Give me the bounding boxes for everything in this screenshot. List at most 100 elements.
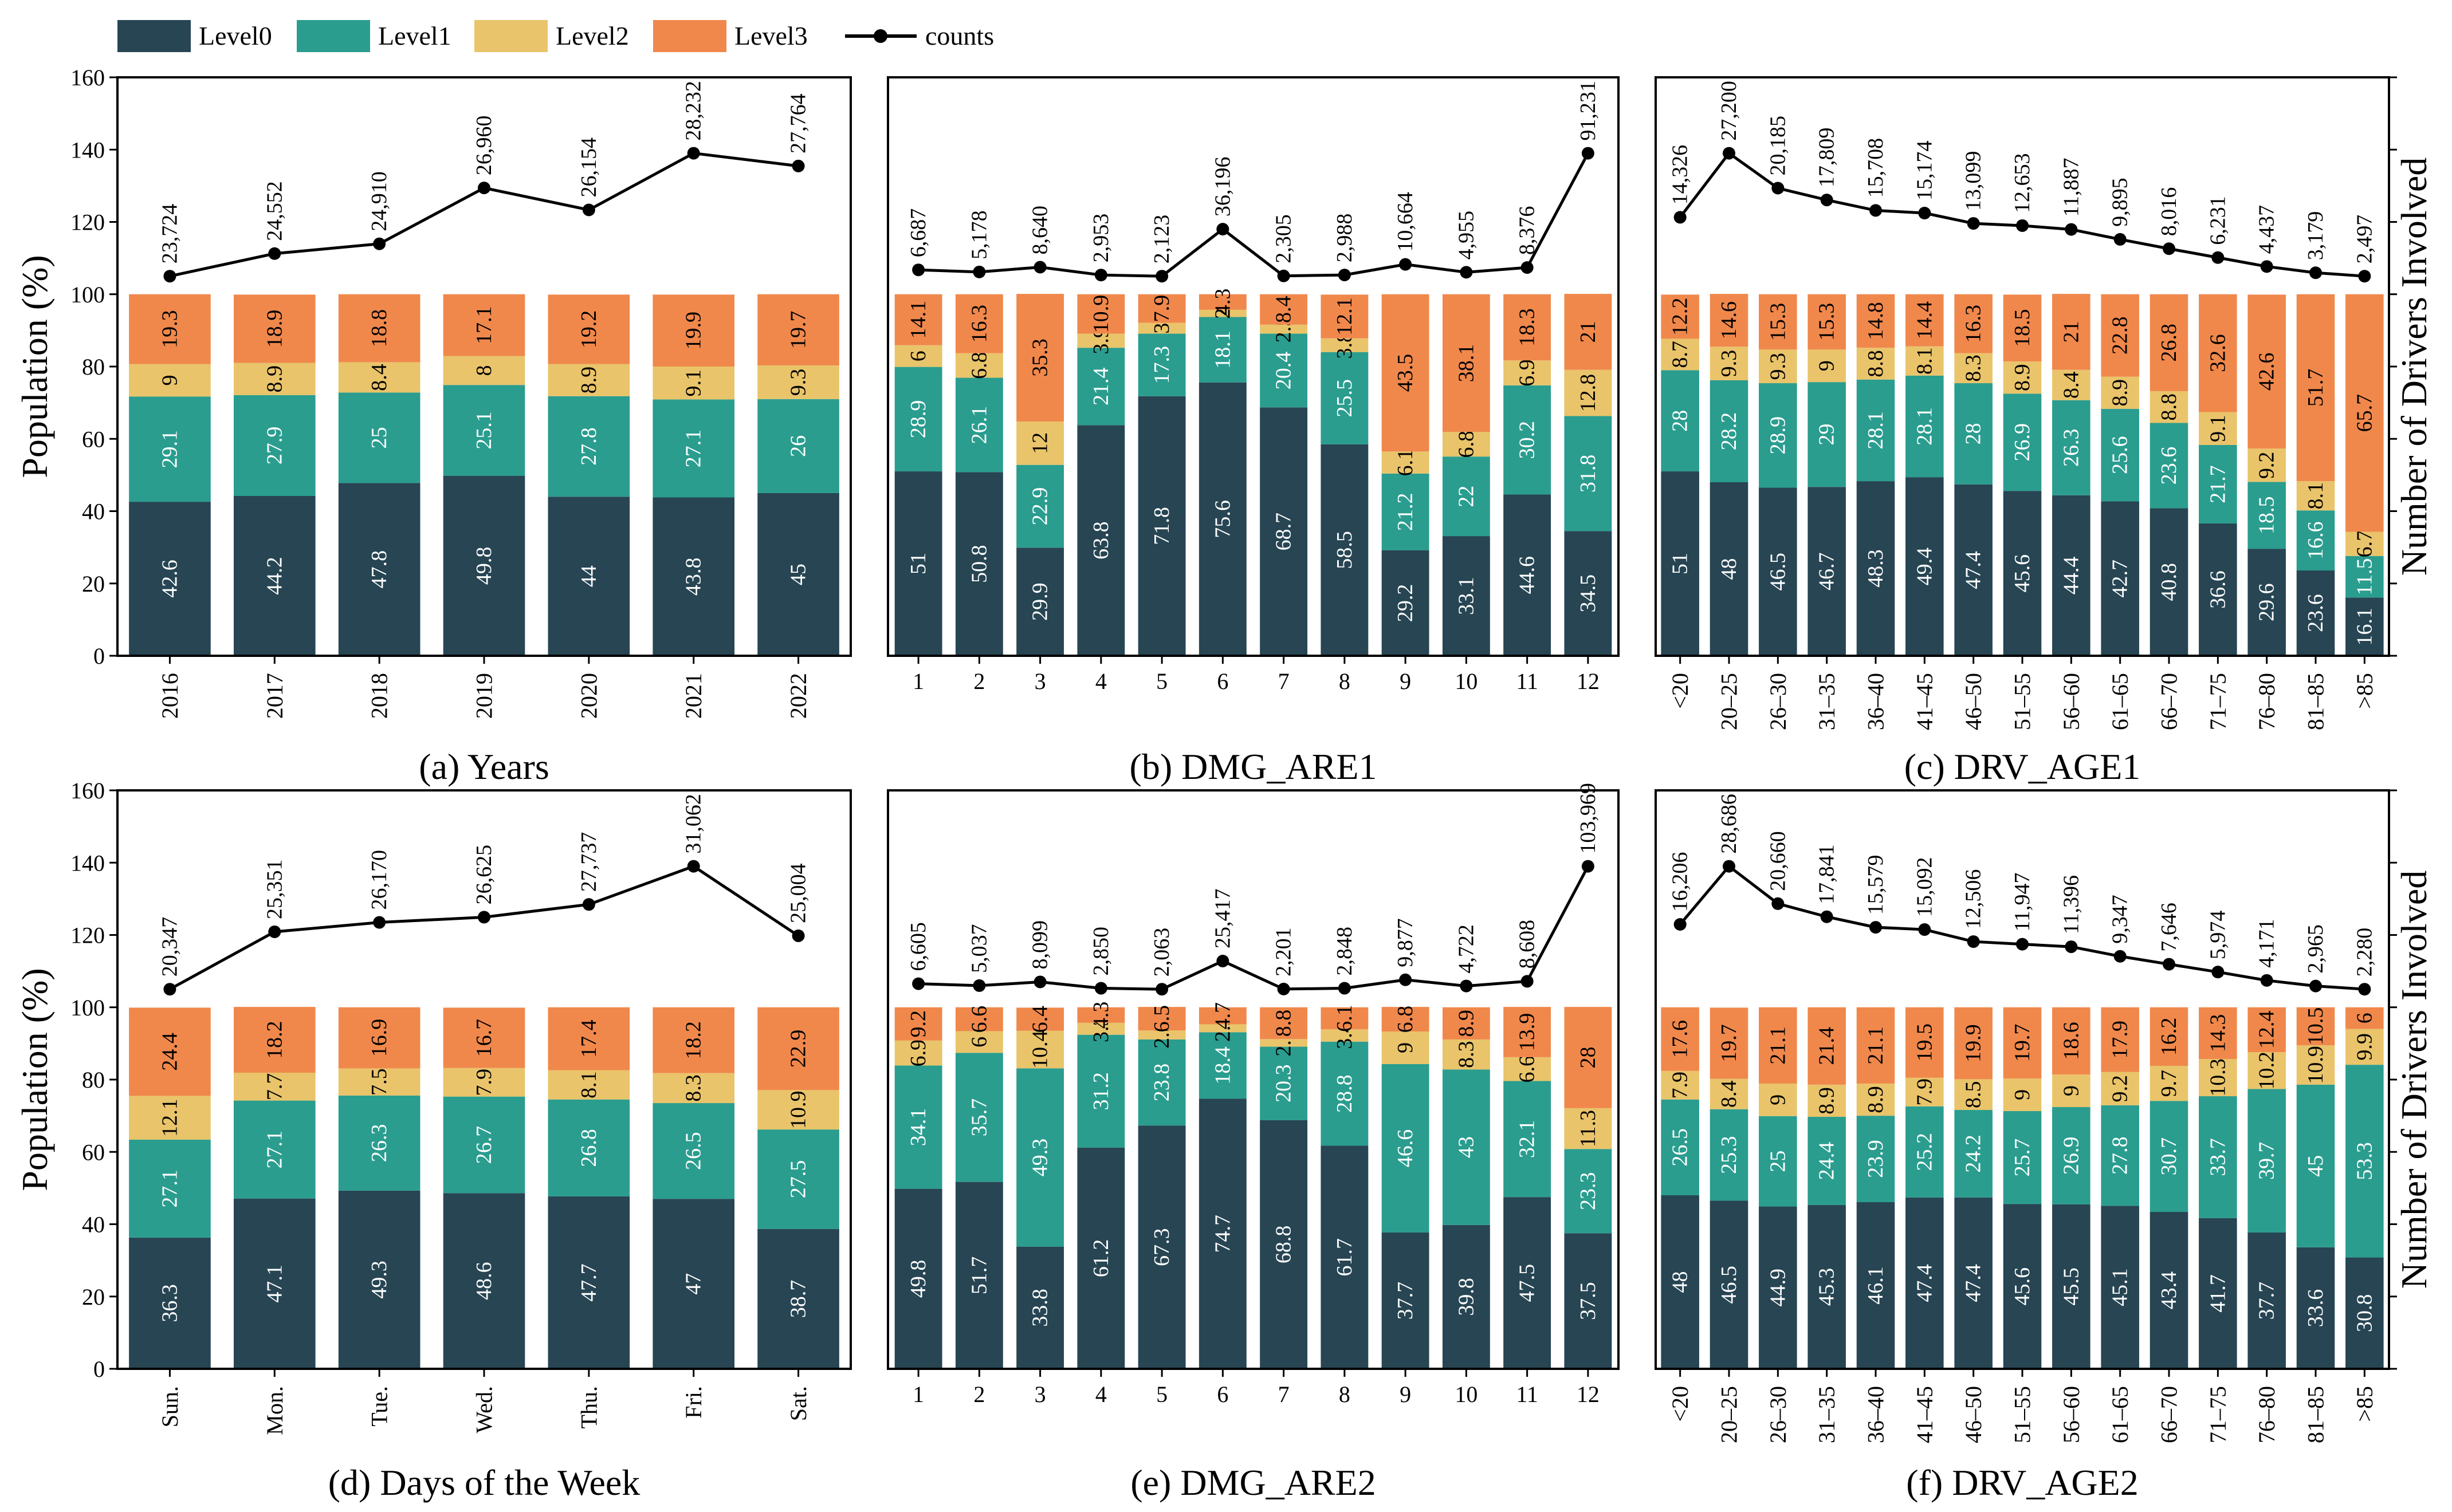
bar-b-level0-11 — [1564, 531, 1612, 656]
counts-label-f-3: 17,841 — [1815, 844, 1839, 904]
bar-f-level0-11 — [2199, 1218, 2237, 1369]
bar-label-b-level3-5: 4.3 — [1211, 289, 1235, 316]
counts-label-b-2: 8,640 — [1028, 206, 1052, 255]
bar-b-level0-9 — [1442, 536, 1490, 656]
bar-label-c-level1-4: 28.1 — [1864, 411, 1888, 450]
bar-b-level0-0 — [894, 471, 942, 656]
bar-b-level2-8 — [1381, 451, 1429, 474]
bar-label-f-level2-8: 9 — [2059, 1085, 2083, 1096]
counts-label-e-8: 9,877 — [1393, 918, 1417, 967]
counts-label-d-1: 25,351 — [262, 859, 286, 919]
bar-label-c-level1-3: 29 — [1815, 424, 1839, 446]
counts-label-e-6: 2,201 — [1272, 927, 1296, 976]
y-tick-label-d-4: 80 — [82, 1067, 105, 1093]
bar-label-e-level1-6: 20.3 — [1272, 1064, 1296, 1102]
bar-label-d-level2-1: 7.7 — [262, 1073, 286, 1101]
bar-d-level0-3 — [443, 1193, 525, 1369]
bar-c-level0-11 — [2199, 523, 2237, 656]
bar-c-level2-1 — [1710, 346, 1748, 380]
x-tick-label-f-12: 76–80 — [2254, 1386, 2280, 1443]
bar-d-level3-3 — [443, 1007, 525, 1068]
x-tick-label-a-0: 2016 — [157, 673, 183, 719]
bar-b-level2-5 — [1199, 309, 1247, 317]
bar-label-d-level2-0: 12.1 — [158, 1098, 182, 1137]
bar-b-level2-1 — [955, 353, 1003, 378]
bar-label-b-level3-8: 43.5 — [1393, 354, 1417, 392]
y2-axis-label-f: Number of Drivers Involved — [2394, 871, 2434, 1289]
bar-e-level0-4 — [1138, 1125, 1186, 1369]
bar-b-level0-6 — [1260, 407, 1308, 656]
bar-label-c-level2-5: 8.1 — [1912, 347, 1936, 375]
bar-a-level0-6 — [757, 493, 839, 656]
bar-a-level3-5 — [653, 294, 735, 367]
bar-c-level3-5 — [1905, 294, 1944, 346]
counts-point-f-4 — [1869, 921, 1882, 934]
y-tick-label-a-4: 80 — [82, 354, 105, 380]
bar-b-level1-4 — [1138, 333, 1186, 396]
bar-f-level2-9 — [2101, 1072, 2139, 1105]
bar-label-c-level3-1: 14.6 — [1717, 301, 1741, 340]
bar-label-d-level1-2: 26.3 — [367, 1124, 391, 1163]
bar-e-level3-5 — [1199, 1007, 1247, 1025]
bar-label-c-level1-10: 23.6 — [2157, 447, 2181, 485]
bar-label-c-level0-1: 48 — [1717, 558, 1741, 580]
y-tick-label-d-2: 40 — [82, 1212, 105, 1238]
bar-f-level1-14 — [2345, 1065, 2384, 1258]
bar-c-level0-3 — [1807, 487, 1846, 656]
bar-label-b-level2-5: 2 — [1211, 308, 1235, 319]
bar-c-level3-2 — [1759, 294, 1797, 350]
y-tick-label-d-3: 60 — [82, 1139, 105, 1165]
y-tick-label-d-8: 160 — [70, 778, 105, 804]
y-tick-label-d-7: 140 — [70, 850, 105, 876]
bar-e-level2-3 — [1077, 1022, 1125, 1035]
bar-label-a-level3-5: 19.9 — [682, 312, 706, 350]
bar-label-b-level1-8: 21.2 — [1393, 493, 1417, 531]
x-tick-label-a-1: 2017 — [262, 673, 288, 719]
bar-label-c-level2-1: 9.3 — [1717, 350, 1741, 377]
x-tick-label-f-13: 81–85 — [2303, 1386, 2329, 1443]
counts-point-c-1 — [1723, 147, 1735, 160]
bar-label-b-level2-2: 12 — [1028, 432, 1052, 454]
bar-f-level3-12 — [2247, 1007, 2286, 1053]
panel-title-a: (a) Years — [419, 746, 549, 787]
bar-label-f-level1-11: 33.7 — [2206, 1138, 2230, 1176]
counts-point-e-4 — [1156, 983, 1169, 996]
bar-label-d-level3-3: 16.7 — [472, 1019, 496, 1057]
bar-f-level1-4 — [1856, 1116, 1895, 1202]
bar-label-e-level2-9: 8.3 — [1454, 1041, 1478, 1068]
x-tick-label-d-5: Fri. — [681, 1386, 706, 1419]
bar-label-f-level0-8: 45.5 — [2059, 1267, 2083, 1306]
bar-label-a-level2-2: 8.4 — [367, 364, 391, 391]
counts-label-f-0: 16,206 — [1668, 852, 1692, 912]
legend-label-level0: Level0 — [199, 21, 272, 50]
bar-label-c-level0-0: 51 — [1668, 553, 1692, 574]
bar-f-level1-13 — [2296, 1084, 2335, 1247]
bar-label-f-level3-2: 21.1 — [1766, 1026, 1790, 1065]
bar-f-level0-2 — [1759, 1206, 1797, 1369]
bar-d-level0-6 — [757, 1228, 839, 1369]
counts-point-a-6 — [792, 159, 805, 172]
bar-label-b-level1-2: 22.9 — [1028, 487, 1052, 526]
counts-label-f-12: 4,171 — [2255, 919, 2279, 968]
bar-e-level0-7 — [1321, 1145, 1369, 1369]
bar-label-b-level2-0: 6 — [906, 351, 930, 361]
bar-f-level2-7 — [2003, 1078, 2042, 1111]
counts-label-e-11: 103,969 — [1576, 783, 1600, 854]
bar-label-f-level2-9: 9.2 — [2108, 1075, 2132, 1102]
bar-c-level1-11 — [2199, 444, 2237, 523]
counts-point-f-2 — [1771, 897, 1785, 910]
bar-d-level1-6 — [757, 1129, 839, 1229]
bar-c-level3-6 — [1954, 294, 1993, 353]
bar-c-level1-12 — [2247, 482, 2286, 549]
bar-label-b-level3-3: 10.9 — [1089, 295, 1113, 333]
counts-label-f-7: 11,947 — [2010, 873, 2034, 932]
counts-point-c-10 — [2163, 242, 2175, 255]
counts-label-f-14: 2,280 — [2352, 928, 2376, 977]
bar-label-b-level3-9: 38.1 — [1454, 344, 1478, 383]
bar-label-f-level3-11: 14.3 — [2206, 1014, 2230, 1053]
bar-f-level1-5 — [1905, 1106, 1944, 1198]
bar-f-level2-1 — [1710, 1078, 1748, 1109]
bar-e-level2-7 — [1321, 1029, 1369, 1042]
bar-label-d-level0-0: 36.3 — [158, 1284, 182, 1322]
x-tick-label-d-3: Wed. — [471, 1386, 497, 1433]
